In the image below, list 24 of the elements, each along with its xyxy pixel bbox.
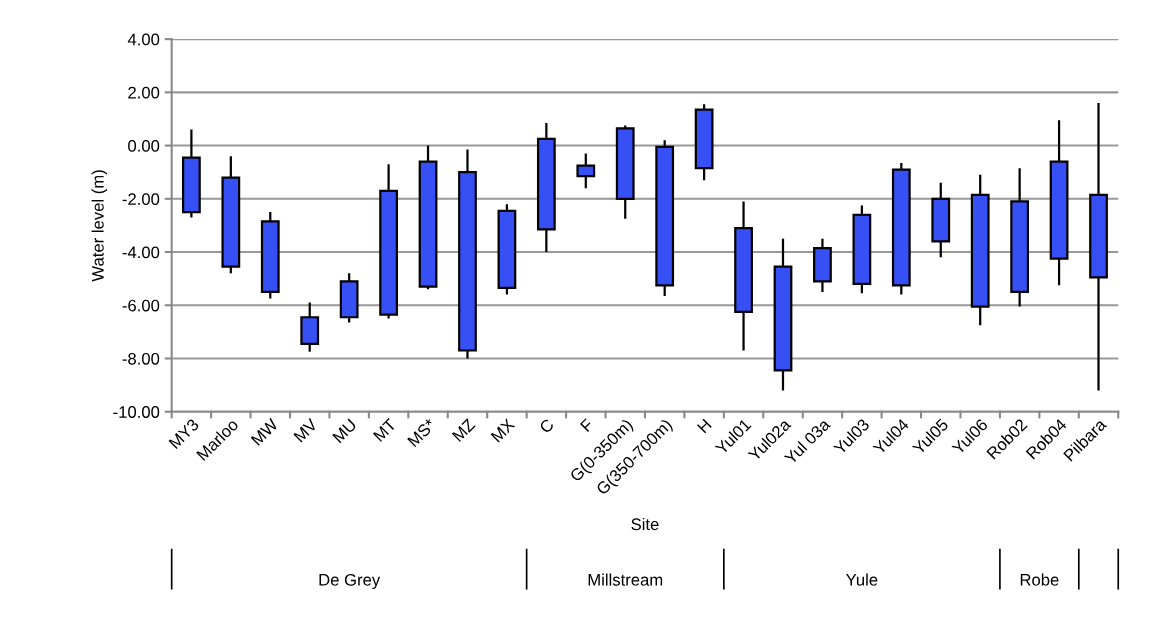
x-tick-label: MZ (451, 418, 476, 442)
y-tick-label: -2.00 (122, 193, 160, 206)
x-tick-label: MX (490, 417, 516, 443)
y-tick-label: 2.00 (128, 86, 160, 99)
y-axis-title: Water level (m) (91, 170, 108, 282)
text: Robe (1020, 573, 1059, 586)
x-tick-label: MS* (407, 417, 437, 448)
x-tick-label: MT (372, 417, 397, 442)
y-tick-label: -8.00 (122, 352, 160, 365)
text: Millstream (588, 573, 663, 586)
x-tick-label: MV (293, 417, 319, 443)
y-tick-label: -4.00 (122, 246, 160, 259)
candlestick (576, 152, 596, 190)
x-tick-label: MW (250, 417, 279, 446)
y-tick-label: -10.00 (113, 406, 160, 418)
x-tick-label: MU (332, 418, 357, 444)
x-axis-title: Site (631, 517, 659, 531)
text: Yule (846, 573, 878, 586)
y-tick-label: 4.00 (127, 33, 160, 46)
text: De Grey (319, 573, 381, 590)
x-tick-label: H (697, 418, 712, 434)
y-tick-label: 0.00 (128, 139, 160, 152)
y-tick-label: -6.00 (122, 299, 160, 312)
x-tick-label: C (538, 418, 555, 434)
